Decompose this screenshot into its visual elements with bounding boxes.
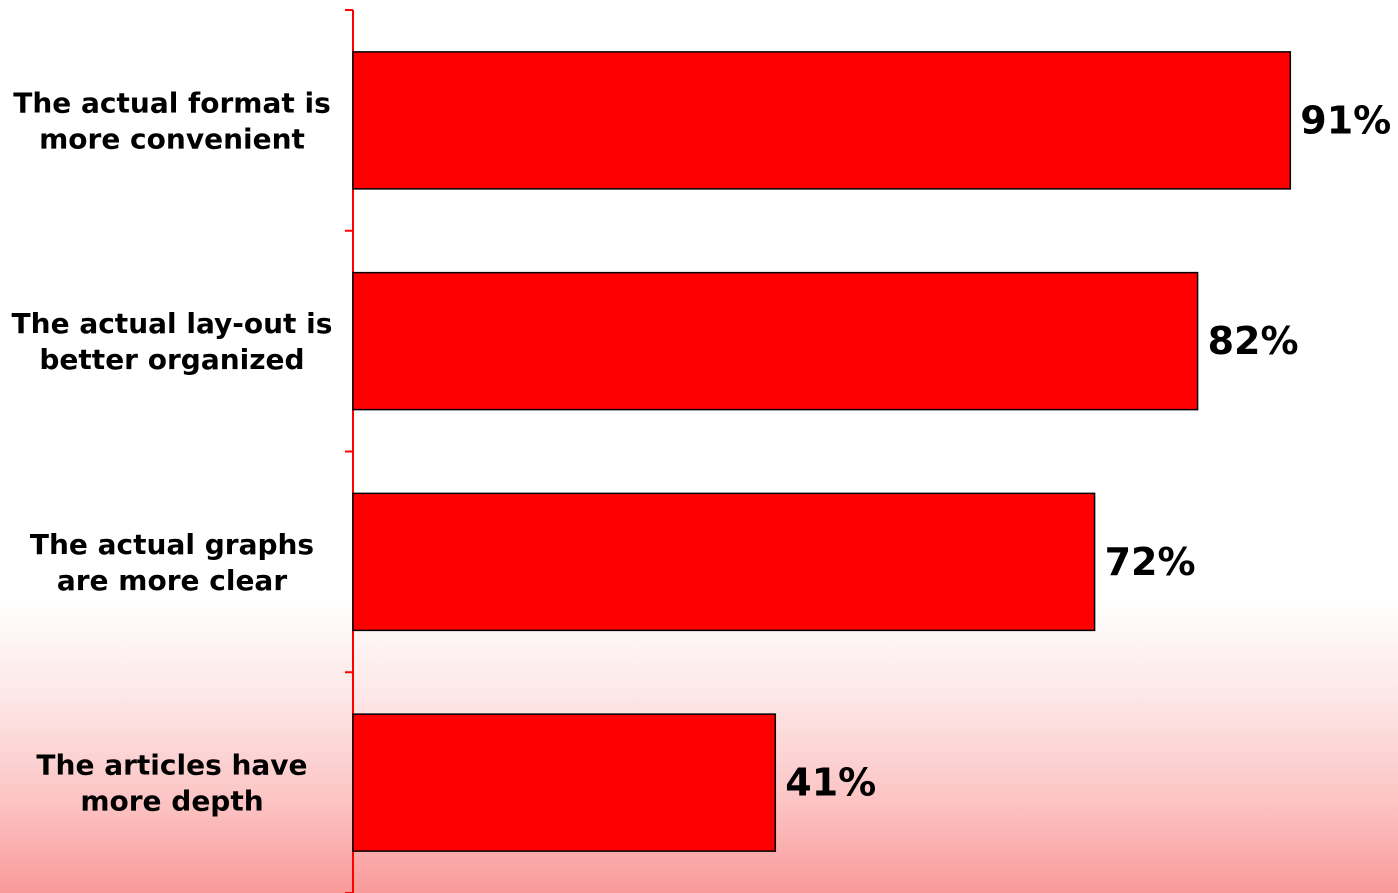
category-label-line: The actual format is xyxy=(13,86,331,119)
bar-value-label: 91% xyxy=(1300,98,1391,142)
category-label-line: The actual lay-out is xyxy=(12,307,333,340)
bar-value-label: 41% xyxy=(785,761,876,805)
category-label-line: The actual graphs xyxy=(30,528,314,561)
bar xyxy=(352,713,777,852)
bar xyxy=(352,271,1199,411)
labels: 91% The actual format is more convenient 82… xyxy=(12,86,1392,817)
bar-value-label: 72% xyxy=(1105,540,1196,584)
category-label: The actual format is more convenient xyxy=(13,86,331,155)
category-label-line: are more clear xyxy=(57,564,287,597)
category-axis xyxy=(345,9,354,893)
bar xyxy=(352,492,1096,632)
category-label: The actual graphs are more clear xyxy=(30,528,314,597)
category-label-line: more convenient xyxy=(39,122,305,155)
category-label-line: more depth xyxy=(80,785,263,818)
bars xyxy=(352,51,1292,852)
bar-value-label: 82% xyxy=(1208,319,1299,363)
category-label-line: better organized xyxy=(39,343,304,376)
category-label-line: The articles have xyxy=(36,749,307,782)
category-label: The articles have more depth xyxy=(36,749,307,818)
category-label: The actual lay-out is better organized xyxy=(12,307,333,376)
bar xyxy=(352,51,1292,190)
